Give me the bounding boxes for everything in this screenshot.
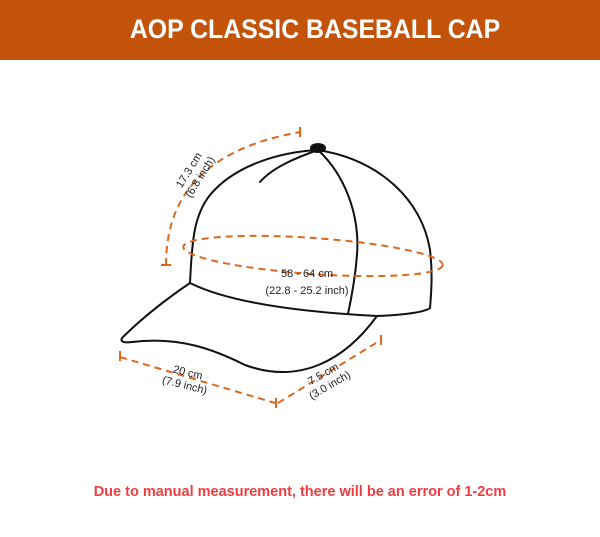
band [189,282,431,317]
cap-outline [120,143,433,373]
crown-left [189,149,319,284]
brim-width-line [119,356,276,404]
page-title: AOP CLASSIC BASEBALL CAP [129,14,501,44]
brim-length-line [277,339,382,404]
head-circumference-line [182,234,444,278]
measurement-note: Due to manual measurement, there will be… [93,484,507,500]
crown-right [317,149,433,309]
head-circumference-cm: 58 - 64 cm [281,268,333,280]
dimension-lines [119,127,444,408]
left-seam [259,149,319,183]
brim [120,282,378,373]
head-circumference-label: 58 - 64 cm (22.8 - 25.2 inch) [265,268,348,297]
brim-length-label: 7.5 cm (3.0 inch) [306,361,353,402]
center-seam [317,149,359,315]
header-banner: AOP CLASSIC BASEBALL CAP [0,0,600,60]
brim-width-label: 20 cm (7.9 inch) [161,364,208,397]
crown-depth-line [165,131,301,266]
button [310,143,326,153]
head-circumference-inch: (22.8 - 25.2 inch) [265,285,348,297]
crown-depth-label: 17.3 cm (6.8 inch) [174,151,218,200]
